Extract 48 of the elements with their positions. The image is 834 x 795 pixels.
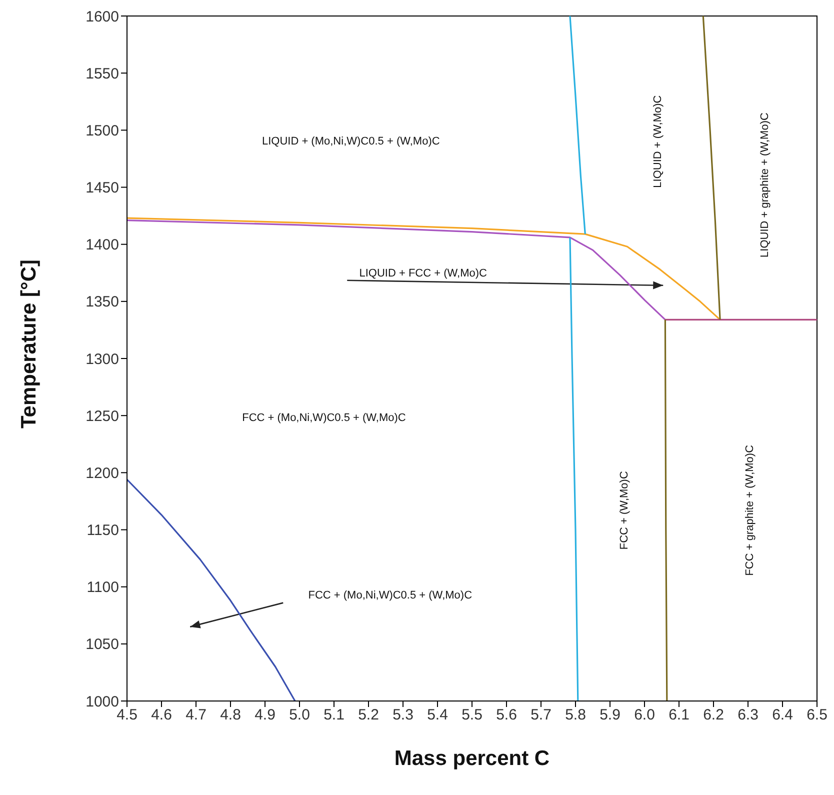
x-tick-label: 6.1: [668, 706, 690, 724]
x-tick-label: 5.0: [289, 706, 310, 724]
x-tick-label: 5.6: [496, 706, 517, 724]
annotation: FCC + (Mo,Ni,W)C0.5 + (W,Mo)C: [242, 412, 406, 424]
y-tick-label: 1250: [86, 408, 119, 425]
y-tick-label: 1500: [86, 122, 119, 140]
x-tick-label: 5.8: [565, 706, 586, 724]
x-tick-label: 5.3: [392, 706, 414, 724]
line-series: [569, 236, 579, 701]
annotation: LIQUID + FCC + (W,Mo)C: [359, 267, 488, 280]
x-tick-label: 6.2: [703, 706, 724, 724]
x-tick-label: 6.3: [738, 706, 758, 724]
y-tick-label: 1200: [86, 464, 119, 482]
x-tick-label: 4.6: [151, 706, 172, 724]
line-series: [702, 16, 721, 320]
x-tick-label: 4.8: [220, 706, 241, 724]
y-tick-label: 1350: [86, 294, 119, 311]
x-tick-label: 4.7: [186, 706, 206, 724]
annotation: FCC + (W,Mo)C: [618, 471, 631, 550]
y-tick-label: 1150: [86, 522, 119, 540]
annotation: FCC + (Mo,Ni,W)C0.5 + (W,Mo)C: [308, 590, 472, 602]
x-tick-label: 5.2: [358, 706, 379, 724]
line-series: [127, 478, 296, 701]
x-tick-label: 5.4: [427, 706, 448, 724]
y-tick-label: 1050: [86, 636, 119, 654]
annotation: LIQUID + graphite + (W,Mo)C: [758, 112, 771, 258]
line-series: [569, 16, 586, 235]
x-tick-label: 6.5: [806, 706, 828, 724]
annotation: LIQUID + (Mo,Ni,W)C0.5 + (W,Mo)C: [262, 135, 440, 148]
y-tick-label: 1450: [86, 180, 119, 197]
x-tick-label: 5.1: [324, 706, 344, 724]
y-axis-title: Temperature [°C]: [17, 259, 40, 428]
x-tick-label: 6.4: [772, 706, 793, 724]
y-tick-label: 1600: [86, 8, 119, 26]
x-axis-title: Mass percent C: [394, 747, 550, 770]
annotation: FCC + graphite + (W,Mo)C: [744, 444, 756, 576]
annotation: LIQUID + (W,Mo)C: [652, 95, 664, 188]
x-tick-label: 5.5: [462, 706, 482, 724]
x-tick-label: 5.7: [530, 706, 552, 724]
y-tick-label: 1000: [86, 693, 119, 710]
x-tick-label: 4.9: [254, 706, 276, 724]
x-tick-label: 4.5: [116, 706, 138, 724]
x-tick-label: 6.0: [634, 706, 655, 724]
y-tick-label: 1100: [86, 579, 119, 596]
y-tick-label: 1550: [86, 65, 119, 82]
y-tick-label: 1300: [86, 350, 119, 368]
y-tick-label: 1400: [86, 236, 119, 254]
x-tick-label: 5.9: [600, 706, 620, 724]
